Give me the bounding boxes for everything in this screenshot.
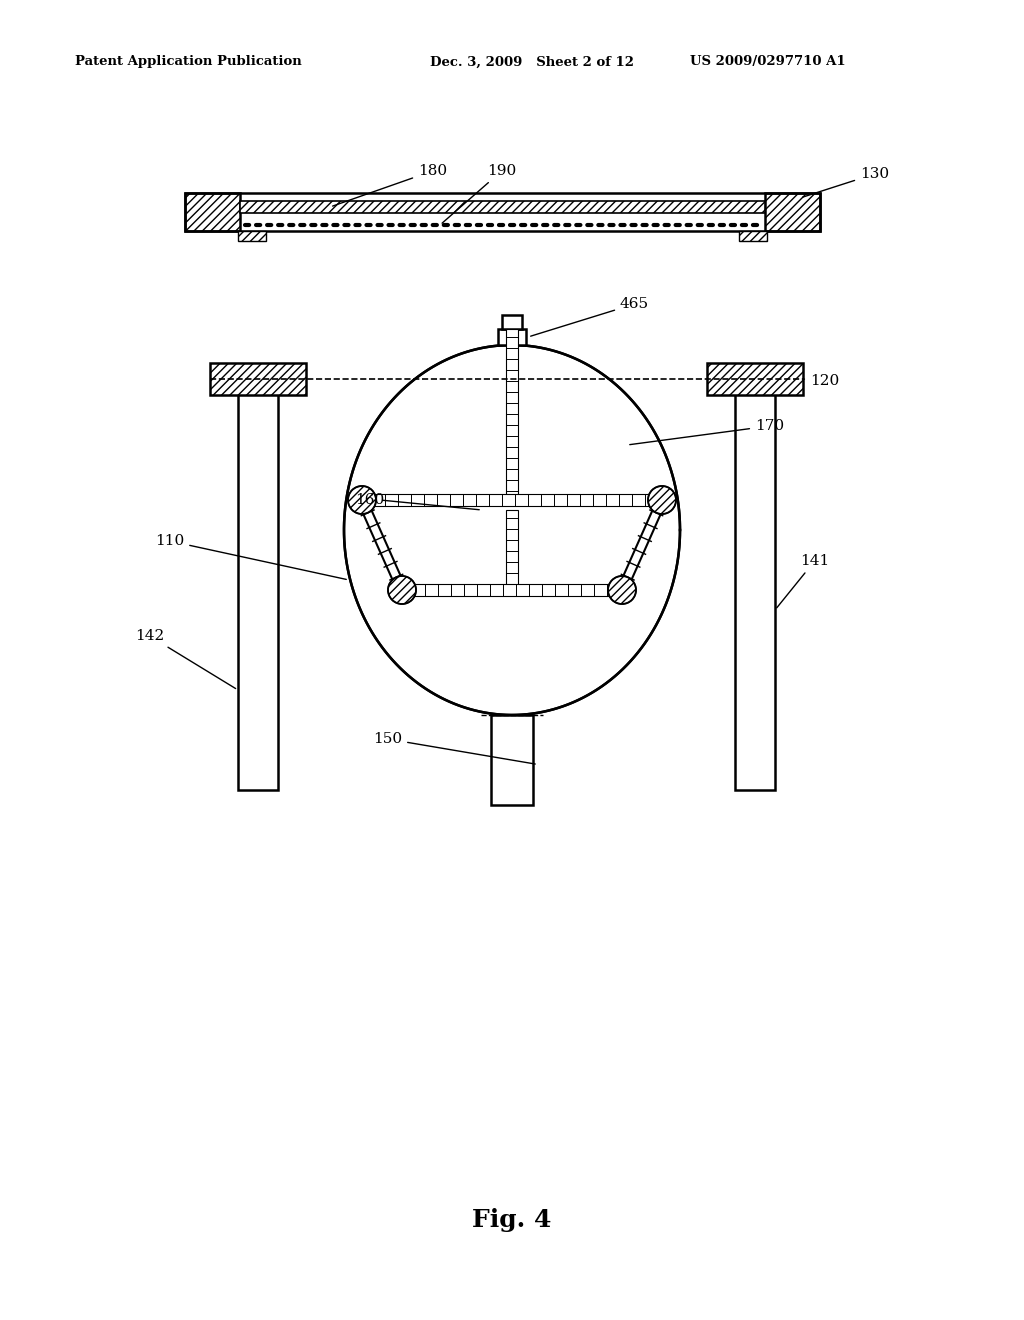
Circle shape (608, 576, 636, 605)
Circle shape (348, 486, 376, 513)
Bar (765, 193, 820, 231)
Text: 465: 465 (530, 297, 649, 337)
Text: 120: 120 (803, 374, 840, 388)
Bar (238, 389, 278, 789)
Bar (240, 201, 765, 213)
Bar (506, 510, 518, 590)
Text: 142: 142 (135, 630, 236, 689)
Text: 150: 150 (373, 733, 536, 764)
Bar (502, 315, 522, 329)
Bar (735, 389, 775, 789)
Bar (402, 583, 622, 597)
Text: 180: 180 (333, 164, 447, 206)
Text: 141: 141 (777, 554, 829, 607)
Bar (210, 363, 306, 395)
Bar (185, 193, 820, 231)
Text: Fig. 4: Fig. 4 (472, 1208, 552, 1232)
Polygon shape (344, 345, 680, 715)
Bar (739, 231, 767, 242)
Bar (498, 329, 526, 345)
Text: 130: 130 (803, 168, 889, 197)
Text: 190: 190 (442, 164, 516, 223)
Bar (185, 193, 240, 231)
Text: Dec. 3, 2009   Sheet 2 of 12: Dec. 3, 2009 Sheet 2 of 12 (430, 55, 634, 69)
Bar (362, 494, 662, 506)
Bar (506, 329, 518, 500)
Circle shape (388, 576, 416, 605)
Text: US 2009/0297710 A1: US 2009/0297710 A1 (690, 55, 846, 69)
Text: 170: 170 (630, 418, 784, 445)
Bar (238, 231, 266, 242)
Text: Patent Application Publication: Patent Application Publication (75, 55, 302, 69)
Text: 110: 110 (155, 535, 346, 579)
Text: 160: 160 (355, 492, 384, 507)
Circle shape (648, 486, 676, 513)
Bar (490, 715, 534, 805)
Bar (707, 363, 803, 395)
